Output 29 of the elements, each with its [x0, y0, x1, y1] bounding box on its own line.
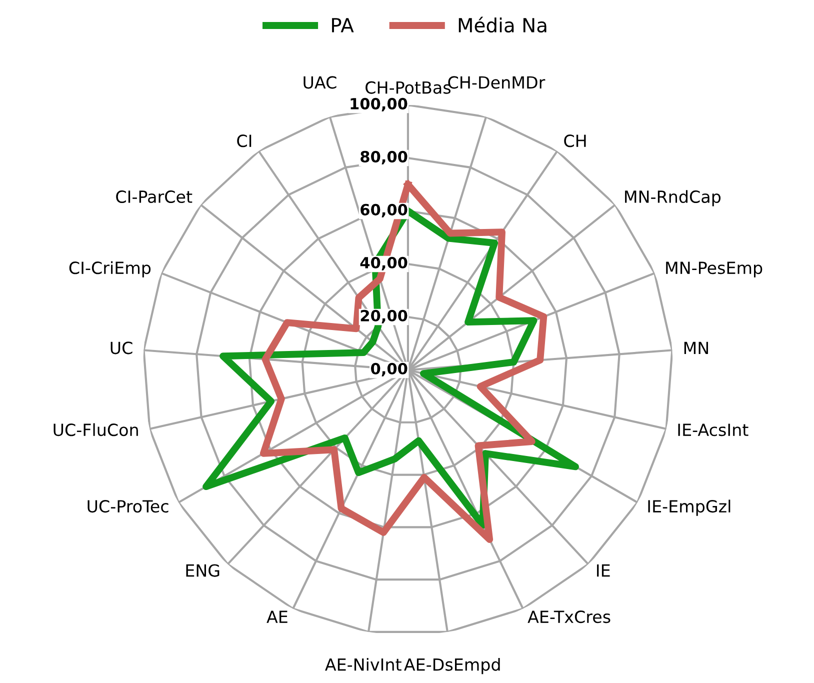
y-tick-label: 60,00: [360, 204, 408, 218]
spoke-label: CI-ParCet: [116, 190, 192, 204]
y-tick-label: 0,00: [371, 362, 408, 376]
spoke-label: CI-CriEmp: [69, 261, 151, 278]
spoke-label: AE-NivInt: [325, 658, 402, 671]
spoke-label: CI: [237, 134, 252, 148]
spoke-label: ENG: [186, 564, 220, 577]
spoke-label: MN: [684, 342, 708, 354]
y-tick-label: 40,00: [360, 256, 408, 270]
y-tick-label: 80,00: [360, 150, 408, 164]
spoke-label: UC: [110, 342, 132, 354]
spoke-label: UC-ProTec: [88, 500, 168, 513]
spoke-label: UAC: [304, 76, 336, 89]
y-tick-label: 100,00: [350, 98, 408, 112]
spoke-label: AE-DsEmpd: [404, 658, 500, 674]
spoke-label: MN-RndCap: [625, 190, 721, 206]
spoke-label: MN-PesEmp: [666, 262, 762, 278]
spoke-label: CH-PotBas: [366, 81, 451, 94]
spoke-label: AE-TxCres: [528, 610, 610, 624]
spoke-label: AE: [266, 610, 288, 623]
spoke-label: UC-FluCon: [54, 423, 138, 436]
legend-label: Média Na: [458, 16, 546, 33]
spoke-label: CH: [564, 134, 586, 148]
spoke-label: IE-AcsInt: [678, 424, 748, 436]
spoke-label: IE-EmpGzl: [648, 500, 730, 516]
legend-label: PA: [332, 18, 354, 32]
spoke-label: IE: [597, 564, 610, 577]
y-tick-label: 20,00: [360, 310, 408, 324]
spoke-label: CH-DenMDr: [448, 76, 546, 89]
